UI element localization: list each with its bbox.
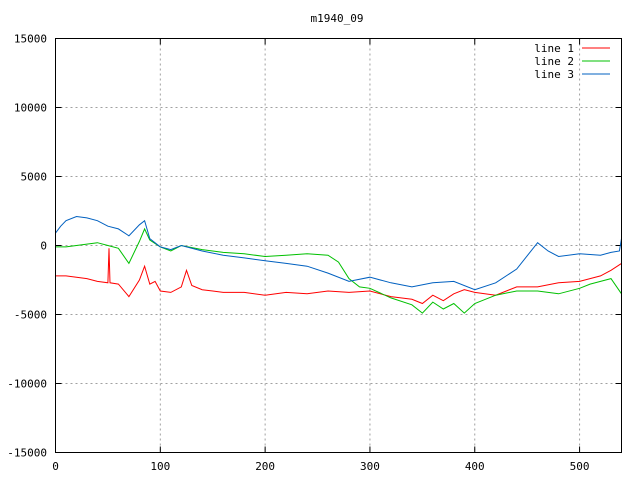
chart-title: m1940_09 <box>311 12 364 25</box>
x-tick-label: 300 <box>360 460 380 473</box>
y-tick-label: -10000 <box>7 378 47 391</box>
series-line-3 <box>55 215 622 291</box>
series-group <box>55 215 622 314</box>
y-tick-label: 5000 <box>21 171 48 184</box>
y-tick-label: 15000 <box>14 33 47 46</box>
series-line-1 <box>55 248 622 305</box>
x-tick-label: 500 <box>570 460 590 473</box>
legend-label: line 2 <box>534 55 574 68</box>
y-tick-label: -15000 <box>7 447 47 460</box>
x-tick-label: 0 <box>52 460 59 473</box>
x-tick-label: 400 <box>465 460 485 473</box>
legend-label: line 3 <box>534 68 574 81</box>
y-tick-label: 0 <box>40 240 47 253</box>
grid <box>55 38 622 453</box>
plot-frame <box>55 38 622 453</box>
y-tick-label: 10000 <box>14 102 47 115</box>
legend-label: line 1 <box>534 42 574 55</box>
y-tick-label: -5000 <box>14 309 47 322</box>
axis-ticks: 0 100 200 300 400 500 -15000 -10000 -5000 0 5000 10… <box>7 33 622 473</box>
series-line-2 <box>55 227 622 314</box>
x-tick-label: 200 <box>255 460 275 473</box>
x-tick-label: 100 <box>150 460 170 473</box>
